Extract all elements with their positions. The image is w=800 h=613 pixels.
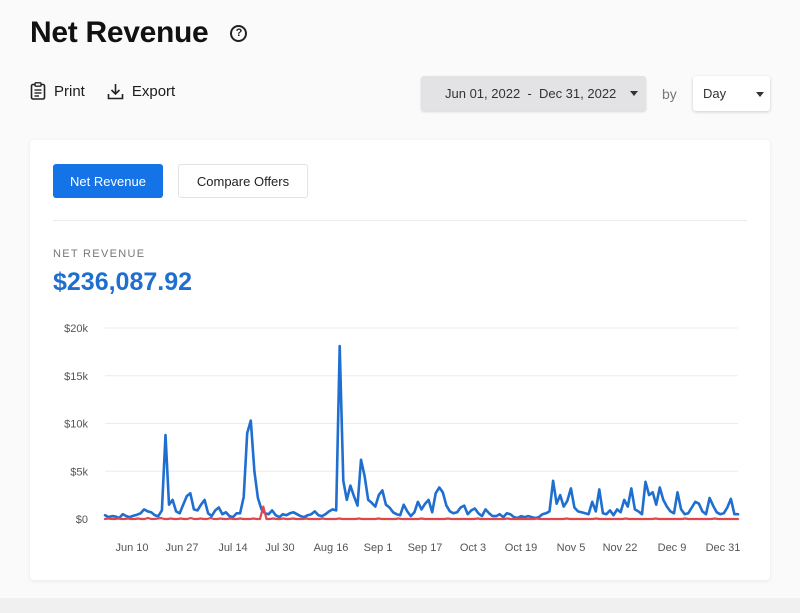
x-tick-label: Oct 3 — [460, 542, 486, 554]
series-line-2 — [103, 505, 740, 521]
caret-down-icon — [756, 92, 764, 97]
x-tick-label: Nov 5 — [557, 542, 586, 554]
x-tick-label: Nov 22 — [603, 542, 638, 554]
tab-compare-offers[interactable]: Compare Offers — [178, 164, 308, 198]
x-tick-label: Aug 16 — [314, 542, 349, 554]
print-label: Print — [54, 82, 85, 100]
bottom-strip — [0, 598, 800, 613]
series-line-1 — [103, 344, 740, 520]
y-tick-label: $0 — [76, 514, 88, 526]
export-label: Export — [131, 82, 176, 100]
metric-label: NET REVENUE — [53, 248, 146, 260]
revenue-line-chart: $0 $5k $10k $15k $20k Jun 10 Jun 27 Jul 14 Jul 3… — [64, 323, 741, 554]
tab-net-revenue[interactable]: Net Revenue — [53, 164, 163, 198]
x-tick-label: Sep 17 — [408, 542, 443, 554]
x-tick-label: Jul 14 — [218, 542, 247, 554]
clipboard-icon — [30, 82, 46, 100]
y-tick-label: $10k — [64, 419, 88, 431]
x-tick-label: Jun 10 — [115, 542, 148, 554]
granularity-select[interactable]: Day — [693, 76, 770, 111]
revenue-card: Net Revenue Compare Offers NET REVENUE $… — [30, 140, 770, 580]
page-header: Net Revenue ? — [30, 16, 248, 50]
divider — [53, 220, 747, 221]
x-tick-label: Dec 31 — [706, 542, 741, 554]
x-tick-label: Jun 27 — [165, 542, 198, 554]
help-icon[interactable]: ? — [230, 24, 248, 42]
metric-value: $236,087.92 — [53, 268, 193, 296]
granularity-value: Day — [703, 86, 727, 101]
x-tick-label: Sep 1 — [364, 542, 393, 554]
y-tick-label: $15k — [64, 371, 88, 383]
y-tick-label: $5k — [70, 466, 88, 478]
print-button[interactable]: Print — [30, 82, 85, 100]
page-title: Net Revenue — [30, 16, 209, 49]
by-label: by — [662, 86, 677, 102]
caret-down-icon — [630, 91, 638, 96]
x-tick-label: Oct 19 — [505, 542, 537, 554]
toolbar: Print Export — [30, 82, 175, 100]
x-tick-label: Jul 30 — [265, 542, 294, 554]
date-range-value: Jun 01, 2022 - Dec 31, 2022 — [445, 86, 617, 101]
date-range-select[interactable]: Jun 01, 2022 - Dec 31, 2022 — [421, 76, 646, 111]
download-icon — [107, 83, 124, 100]
x-tick-label: Dec 9 — [658, 542, 687, 554]
y-tick-label: $20k — [64, 323, 88, 335]
export-button[interactable]: Export — [107, 83, 175, 100]
